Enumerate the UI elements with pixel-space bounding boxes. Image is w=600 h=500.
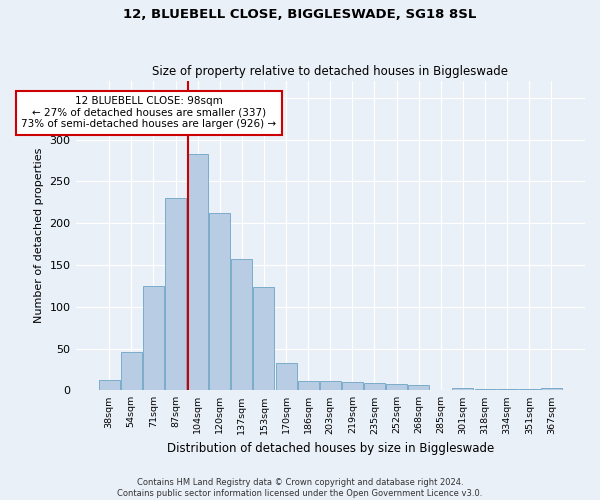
Text: 12, BLUEBELL CLOSE, BIGGLESWADE, SG18 8SL: 12, BLUEBELL CLOSE, BIGGLESWADE, SG18 8S… (124, 8, 476, 20)
Bar (121, 352, 142, 391)
Bar (209, 213, 230, 390)
Bar (320, 381, 341, 390)
Bar (98, 380, 119, 390)
Bar (275, 362, 296, 390)
Bar (342, 382, 363, 390)
Bar (364, 383, 385, 390)
Bar (452, 388, 473, 390)
Text: Contains HM Land Registry data © Crown copyright and database right 2024.
Contai: Contains HM Land Registry data © Crown c… (118, 478, 482, 498)
Bar (232, 259, 253, 390)
Text: 12 BLUEBELL CLOSE: 98sqm
← 27% of detached houses are smaller (337)
73% of semi-: 12 BLUEBELL CLOSE: 98sqm ← 27% of detach… (22, 96, 277, 130)
Bar (408, 386, 429, 390)
X-axis label: Distribution of detached houses by size in Biggleswade: Distribution of detached houses by size … (167, 442, 494, 455)
Bar (298, 381, 319, 390)
Y-axis label: Number of detached properties: Number of detached properties (34, 148, 44, 324)
Bar (143, 286, 164, 391)
Title: Size of property relative to detached houses in Biggleswade: Size of property relative to detached ho… (152, 66, 508, 78)
Bar (253, 286, 274, 391)
Bar (541, 388, 562, 390)
Bar (386, 384, 407, 390)
Bar (165, 198, 186, 390)
Bar (187, 154, 208, 390)
